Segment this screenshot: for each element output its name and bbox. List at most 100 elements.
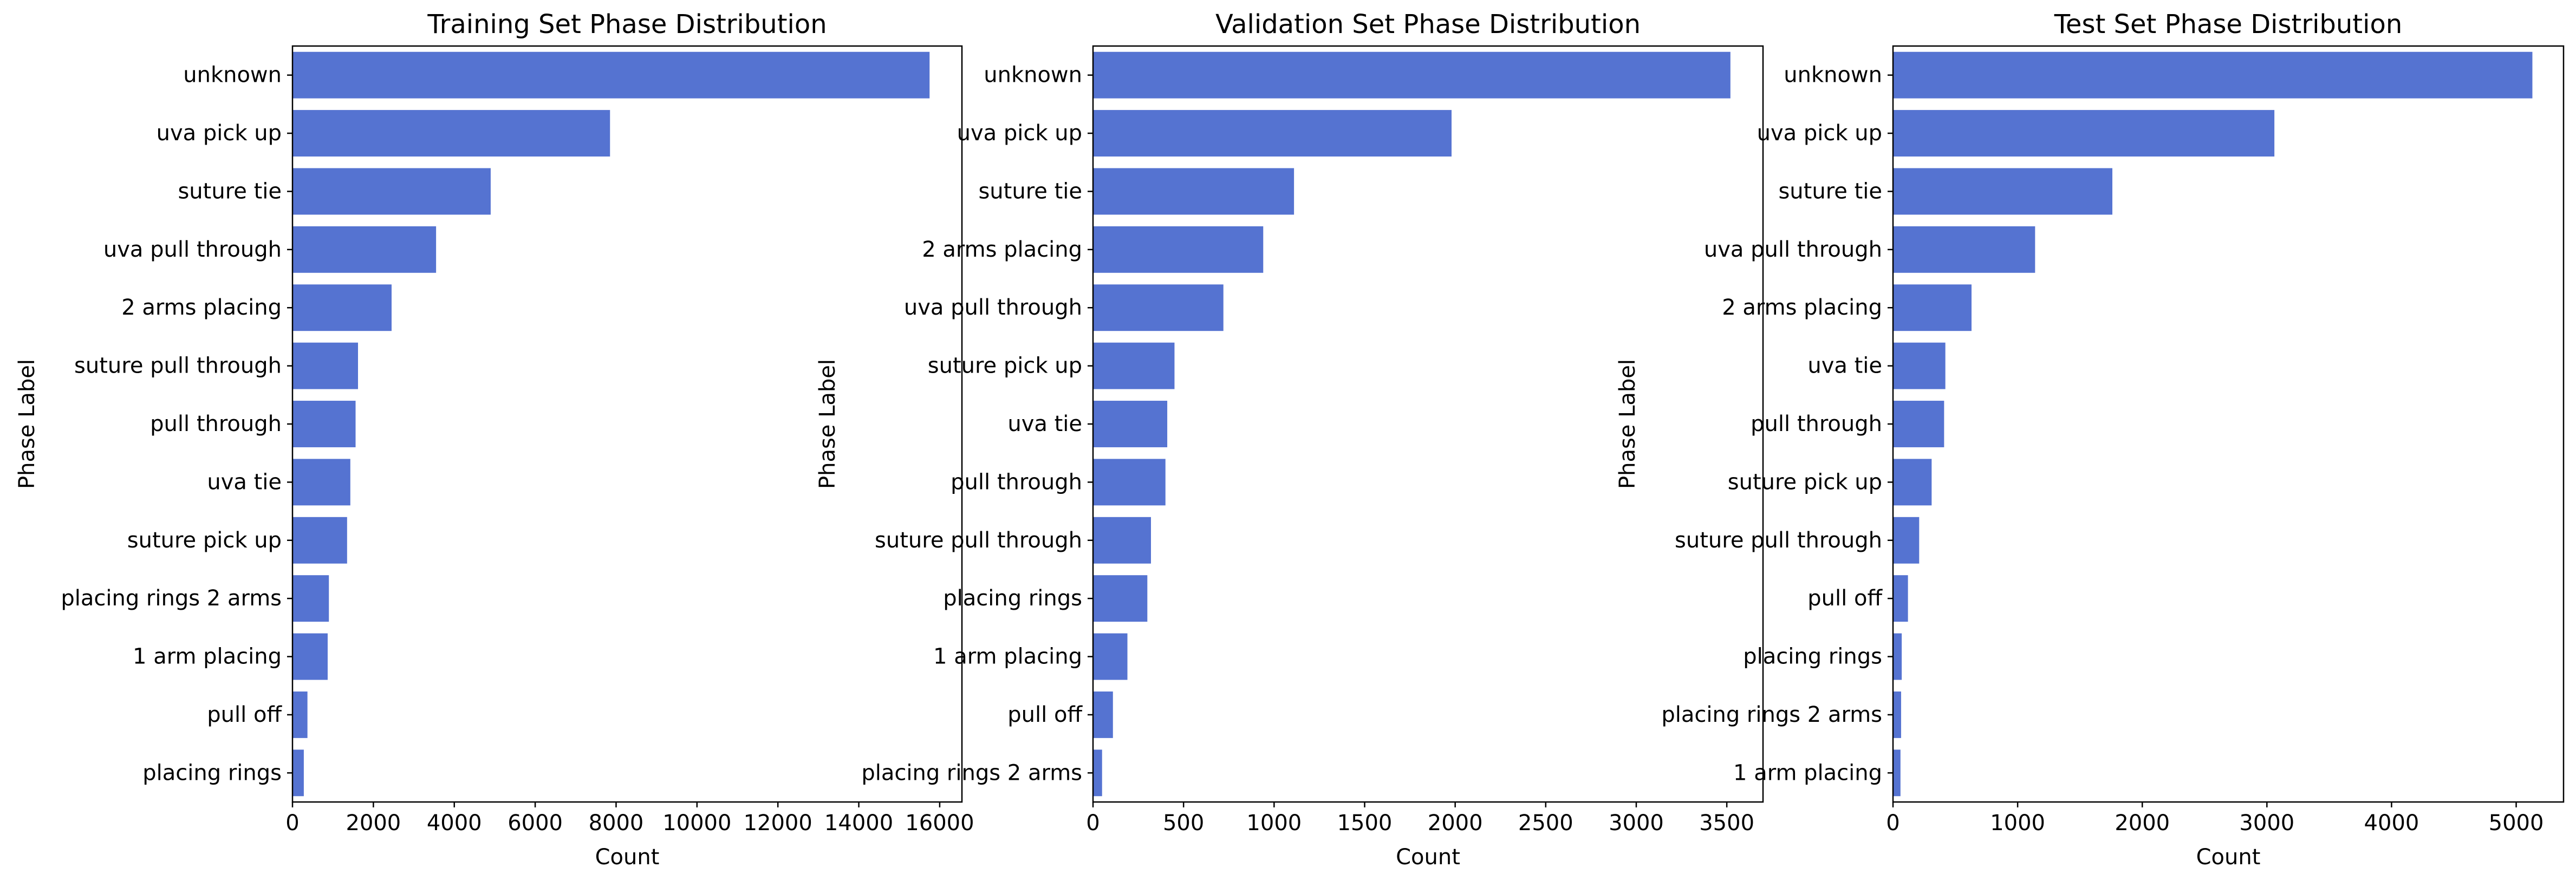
x-axis-label: Count <box>595 845 660 870</box>
xtick-label-3000: 3000 <box>2239 811 2294 836</box>
bar-uva-tie <box>292 459 350 506</box>
y-axis-label: Phase Label <box>1615 359 1640 489</box>
ytick-label-2-arms-placing: 2 arms placing <box>1722 295 1882 320</box>
xtick-label-16000: 16000 <box>905 811 974 836</box>
ytick-label-suture-pick-up: suture pick up <box>127 528 282 553</box>
bar-pull-through <box>1093 459 1166 506</box>
ytick-label-pull-off: pull off <box>207 702 282 727</box>
xtick-label-2000: 2000 <box>2115 811 2170 836</box>
bar-1-arm-placing <box>292 633 328 680</box>
ytick-label-1-arm-placing: 1 arm placing <box>933 644 1082 669</box>
bar-suture-tie <box>1893 168 2112 215</box>
bar-2-arms-placing <box>1093 226 1264 273</box>
bar-2-arms-placing <box>292 284 392 331</box>
ytick-label-2-arms-placing: 2 arms placing <box>922 237 1082 262</box>
bar-1-arm-placing <box>1893 749 1901 797</box>
xtick-label-10000: 10000 <box>662 811 731 836</box>
xtick-label-5000: 5000 <box>2489 811 2544 836</box>
bar-placing-rings <box>292 749 304 797</box>
ytick-label-unknown: unknown <box>183 63 282 88</box>
ytick-label-uva-tie: uva tie <box>1007 412 1082 436</box>
bar-suture-pull-through <box>1093 517 1151 564</box>
ytick-label-suture-pick-up: suture pick up <box>1728 469 1882 494</box>
bar-pull-off <box>1093 691 1113 738</box>
xtick-label-6000: 6000 <box>508 811 563 836</box>
panel-2: unknown uva pick up suture tie 2 arms placi… <box>815 9 1764 870</box>
xtick-label-1500: 1500 <box>1337 811 1393 836</box>
y-axis-label: Phase Label <box>15 359 40 489</box>
ytick-label-2-arms-placing: 2 arms placing <box>121 295 282 320</box>
bar-pull-off <box>1893 575 1908 622</box>
ytick-label-uva-pull-through: uva pull through <box>904 295 1082 320</box>
ytick-label-uva-pick-up: uva pick up <box>957 121 1082 146</box>
bar-placing-rings <box>1893 633 1902 680</box>
ytick-label-placing-rings-2-arms: placing rings 2 arms <box>61 586 282 611</box>
ytick-label-pull-off: pull off <box>1007 702 1083 727</box>
ytick-label-pull-through: pull through <box>951 469 1082 494</box>
bar-pull-through <box>292 401 356 447</box>
chart-title: Test Set Phase Distribution <box>2054 9 2402 40</box>
xtick-label-0: 0 <box>1886 811 1900 836</box>
bar-placing-rings-2-arms <box>1093 749 1102 797</box>
xtick-label-2500: 2500 <box>1518 811 1573 836</box>
xtick-label-4000: 4000 <box>2364 811 2419 836</box>
panel-3: unknown uva pick up suture tie uva pull thr… <box>1615 9 2565 870</box>
xtick-label-2000: 2000 <box>1428 811 1483 836</box>
bar-unknown <box>1093 51 1731 99</box>
bar-suture-tie <box>292 168 491 215</box>
ytick-label-placing-rings-2-arms: placing rings 2 arms <box>861 760 1082 785</box>
bar-suture-pull-through <box>292 342 358 389</box>
bar-1-arm-placing <box>1093 633 1128 680</box>
xtick-label-12000: 12000 <box>744 811 812 836</box>
bar-suture-pick-up <box>292 517 347 564</box>
bar-suture-tie <box>1093 168 1294 215</box>
xtick-label-0: 0 <box>285 811 299 836</box>
chart-title: Validation Set Phase Distribution <box>1215 9 1641 40</box>
bar-pull-through <box>1893 401 1944 447</box>
panel-1: unknown uva pick up suture tie uva pull thr… <box>15 9 974 870</box>
ytick-label-pull-through: pull through <box>1751 412 1882 436</box>
ytick-label-unknown: unknown <box>1784 63 1882 88</box>
ytick-label-uva-pick-up: uva pick up <box>1757 121 1882 146</box>
bar-2-arms-placing <box>1893 284 1972 331</box>
ytick-label-pull-through: pull through <box>150 412 282 436</box>
ytick-label-unknown: unknown <box>984 63 1082 88</box>
chart-title: Training Set Phase Distribution <box>427 9 827 40</box>
bar-uva-tie <box>1893 342 1946 389</box>
bar-uva-pull-through <box>1893 226 2035 273</box>
bar-unknown <box>292 51 930 99</box>
ytick-label-suture-tie: suture tie <box>1778 179 1882 204</box>
xtick-label-14000: 14000 <box>824 811 893 836</box>
xtick-label-4000: 4000 <box>427 811 482 836</box>
x-axis-label: Count <box>1396 845 1460 870</box>
ytick-label-suture-pull-through: suture pull through <box>875 528 1082 553</box>
axes-frame <box>291 45 963 803</box>
bar-suture-pick-up <box>1093 342 1175 389</box>
x-axis-label: Count <box>2196 845 2261 870</box>
xtick-label-0: 0 <box>1086 811 1100 836</box>
ytick-label-uva-pull-through: uva pull through <box>103 237 282 262</box>
ytick-label-uva-tie: uva tie <box>1807 354 1882 379</box>
ytick-label-suture-pull-through: suture pull through <box>74 354 282 379</box>
xtick-label-3500: 3500 <box>1699 811 1754 836</box>
ytick-label-pull-off: pull off <box>1807 586 1883 611</box>
bar-placing-rings-2-arms <box>1893 691 1901 738</box>
ytick-label-uva-pull-through: uva pull through <box>1704 237 1882 262</box>
ytick-label-suture-pick-up: suture pick up <box>928 354 1082 379</box>
bar-uva-pull-through <box>1093 284 1224 331</box>
xtick-label-500: 500 <box>1163 811 1204 836</box>
bar-uva-pick-up <box>1893 110 2275 157</box>
bar-uva-pull-through <box>292 226 437 273</box>
ytick-label-1-arm-placing: 1 arm placing <box>1733 760 1882 785</box>
bar-uva-tie <box>1093 401 1168 447</box>
ytick-label-placing-rings: placing rings <box>1743 644 1882 669</box>
xtick-label-8000: 8000 <box>589 811 644 836</box>
ytick-label-placing-rings: placing rings <box>943 586 1082 611</box>
bar-suture-pick-up <box>1893 459 1932 506</box>
ytick-label-placing-rings-2-arms: placing rings 2 arms <box>1661 702 1882 727</box>
xtick-label-3000: 3000 <box>1609 811 1664 836</box>
axes-frame <box>1092 45 1764 803</box>
bar-unknown <box>1893 51 2533 99</box>
ytick-label-placing-rings: placing rings <box>142 760 282 785</box>
